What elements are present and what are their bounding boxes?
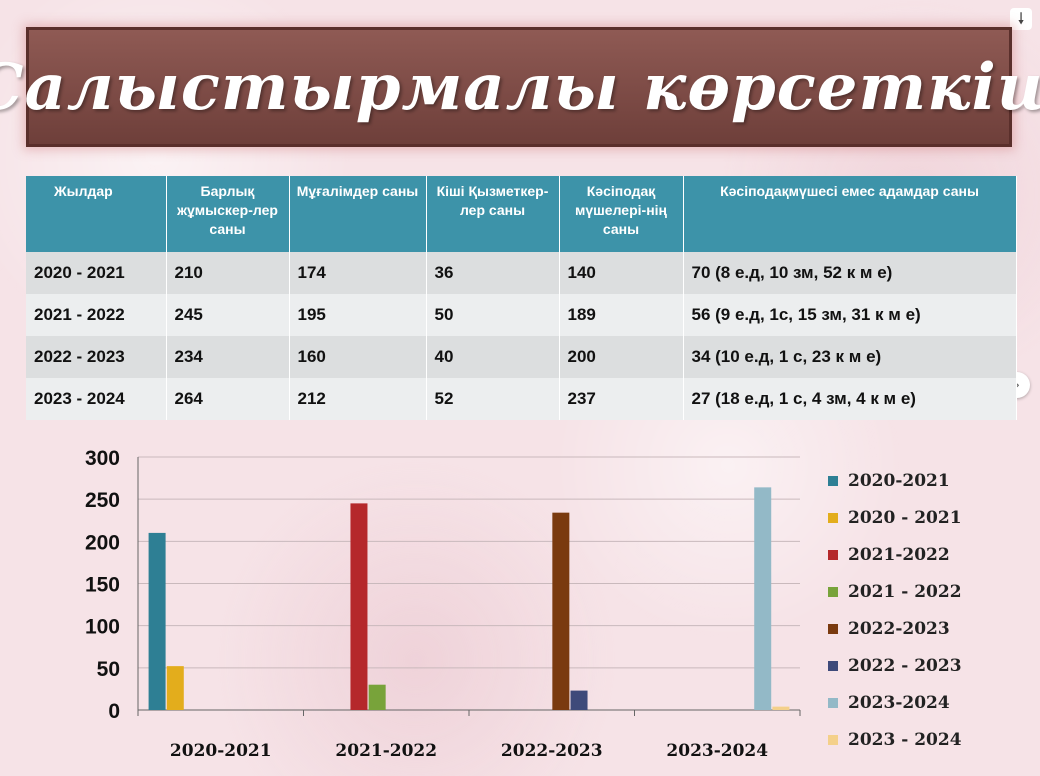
bar-chart: 0 50 100 150 200 250 300 2020-2021 2021-2022 2022… (85, 447, 801, 761)
table-row: 2023 - 2024 264 212 52 237 27 (18 е.д, 1… (26, 378, 1017, 420)
legend-label: 2022 - 2023 (848, 655, 962, 676)
bar (570, 690, 588, 710)
legend-item: 2020 - 2021 (828, 499, 1028, 536)
legend-swatch (828, 512, 838, 523)
legend-swatch (828, 586, 838, 597)
table-cell: 27 (18 е.д, 1 с, 4 зм, 4 к м е) (683, 378, 1017, 420)
legend-label: 2023-2024 (848, 692, 950, 713)
table-cell: 174 (289, 252, 427, 294)
legend-item: 2022 - 2023 (828, 647, 1028, 684)
table-header: Жылдар (26, 176, 167, 252)
legend-swatch (828, 475, 838, 486)
table-header: Кәсіподақ мүшелері-нің саны (559, 176, 684, 252)
table-cell: 212 (289, 378, 427, 420)
x-tick-label: 2022-2023 (501, 741, 603, 761)
legend-item: 2023 - 2024 (828, 721, 1028, 758)
table-cell: 52 (426, 378, 560, 420)
x-tick-label: 2021-2022 (335, 741, 437, 761)
y-tick-label: 0 (108, 700, 120, 723)
legend-swatch (828, 660, 838, 671)
table-header: Мұғалімдер саны (289, 176, 427, 252)
table-cell: 2021 - 2022 (26, 294, 167, 336)
table-cell: 34 (10 е.д, 1 с, 23 к м е) (683, 336, 1017, 378)
download-icon[interactable]: 🠗 (1010, 8, 1032, 30)
y-tick-label: 250 (85, 489, 120, 512)
legend-item: 2023-2024 (828, 684, 1028, 721)
table-header: Барлық жұмыскер-лер саны (166, 176, 290, 252)
legend-label: 2022-2023 (848, 618, 950, 639)
x-tick-label: 2020-2021 (170, 741, 272, 761)
legend-label: 2020-2021 (848, 470, 950, 491)
legend-swatch (828, 734, 838, 745)
y-tick-label: 200 (85, 531, 120, 554)
legend-swatch (828, 697, 838, 708)
page-title: Салыстырмалы көрсеткіш (0, 49, 1040, 125)
table-cell: 210 (166, 252, 290, 294)
table-header-row: Жылдар Барлық жұмыскер-лер саны Мұғалімд… (26, 176, 1017, 252)
table-cell: 140 (559, 252, 684, 294)
y-tick-label: 300 (85, 447, 120, 470)
bar (754, 487, 772, 710)
x-tick-label: 2023-2024 (666, 741, 768, 761)
legend-swatch (828, 549, 838, 560)
table-header: Кіші Қызметкер-лер саны (426, 176, 560, 252)
legend-label: 2023 - 2024 (848, 729, 962, 750)
table-row: 2022 - 2023 234 160 40 200 34 (10 е.д, 1… (26, 336, 1017, 378)
legend-swatch (828, 623, 838, 634)
y-tick-label: 50 (97, 658, 120, 681)
y-tick-label: 150 (85, 574, 120, 597)
table-cell: 50 (426, 294, 560, 336)
table-cell: 40 (426, 336, 560, 378)
table-cell: 264 (166, 378, 290, 420)
table-cell: 234 (166, 336, 290, 378)
table-cell: 70 (8 е.д, 10 зм, 52 к м е) (683, 252, 1017, 294)
legend-item: 2021 - 2022 (828, 573, 1028, 610)
legend-label: 2021-2022 (848, 544, 950, 565)
comparison-table: Жылдар Барлық жұмыскер-лер саны Мұғалімд… (26, 176, 1017, 420)
table-header: Кәсіподақмүшесі емес адамдар саны (683, 176, 1017, 252)
table-cell: 160 (289, 336, 427, 378)
table-cell: 237 (559, 378, 684, 420)
table-cell: 2023 - 2024 (26, 378, 167, 420)
bar (772, 706, 790, 710)
y-tick-label: 100 (85, 616, 120, 639)
legend-item: 2020-2021 (828, 462, 1028, 499)
table-cell: 2020 - 2021 (26, 252, 167, 294)
legend-item: 2021-2022 (828, 536, 1028, 573)
table-cell: 36 (426, 252, 560, 294)
table-cell: 189 (559, 294, 684, 336)
table-row: 2021 - 2022 245 195 50 189 56 (9 е.д, 1с… (26, 294, 1017, 336)
bar (350, 503, 368, 710)
legend-item: 2022-2023 (828, 610, 1028, 647)
table-row: 2020 - 2021 210 174 36 140 70 (8 е.д, 10… (26, 252, 1017, 294)
table-cell: 2022 - 2023 (26, 336, 167, 378)
bar (148, 532, 166, 710)
table-cell: 245 (166, 294, 290, 336)
chart-legend: 2020-2021 2020 - 2021 2021-2022 2021 - 2022… (828, 462, 1028, 758)
bar (166, 666, 184, 710)
legend-label: 2021 - 2022 (848, 581, 962, 602)
bar (552, 512, 570, 710)
legend-label: 2020 - 2021 (848, 507, 962, 528)
table-cell: 200 (559, 336, 684, 378)
table-cell: 56 (9 е.д, 1с, 15 зм, 31 к м е) (683, 294, 1017, 336)
title-banner: Салыстырмалы көрсеткіш (0, 27, 1040, 147)
bar (368, 684, 386, 710)
table-cell: 195 (289, 294, 427, 336)
